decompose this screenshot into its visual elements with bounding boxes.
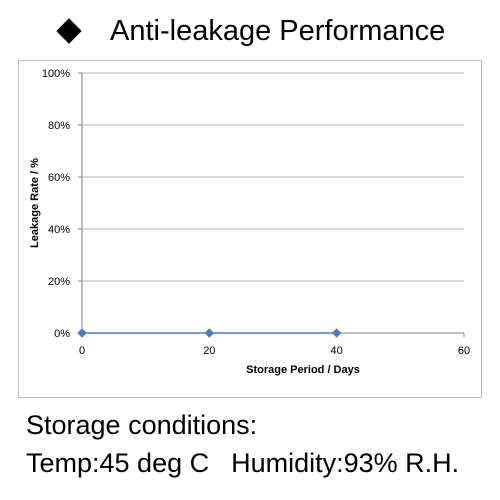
data-point-marker <box>77 328 87 338</box>
y-tick-label: 80% <box>48 120 70 132</box>
x-tick-label: 60 <box>458 345 470 357</box>
x-tick-label: 0 <box>79 345 85 357</box>
y-tick-label: 20% <box>48 276 70 288</box>
humidity-condition: Humidity:93% R.H. <box>231 448 460 478</box>
y-tick-label: 0% <box>54 328 70 340</box>
page-title: Anti-leakage Performance <box>110 15 446 47</box>
x-axis-title: Storage Period / Days <box>246 364 360 376</box>
storage-conditions-values: Temp:45 deg C Humidity:93% R.H. <box>26 448 459 479</box>
x-tick-label: 20 <box>203 345 215 357</box>
storage-conditions-title: Storage conditions: <box>26 410 258 440</box>
data-point-marker <box>331 328 342 338</box>
header: Anti-leakage Performance <box>0 12 500 52</box>
y-axis-title: Leakage Rate / % <box>29 158 41 248</box>
data-point-marker <box>204 328 215 338</box>
temperature-condition: Temp:45 deg C <box>26 448 210 478</box>
x-tick-label: 40 <box>331 345 343 357</box>
y-tick-label: 60% <box>48 172 70 184</box>
y-tick-label: 40% <box>48 224 70 236</box>
y-tick-label: 100% <box>42 68 70 80</box>
